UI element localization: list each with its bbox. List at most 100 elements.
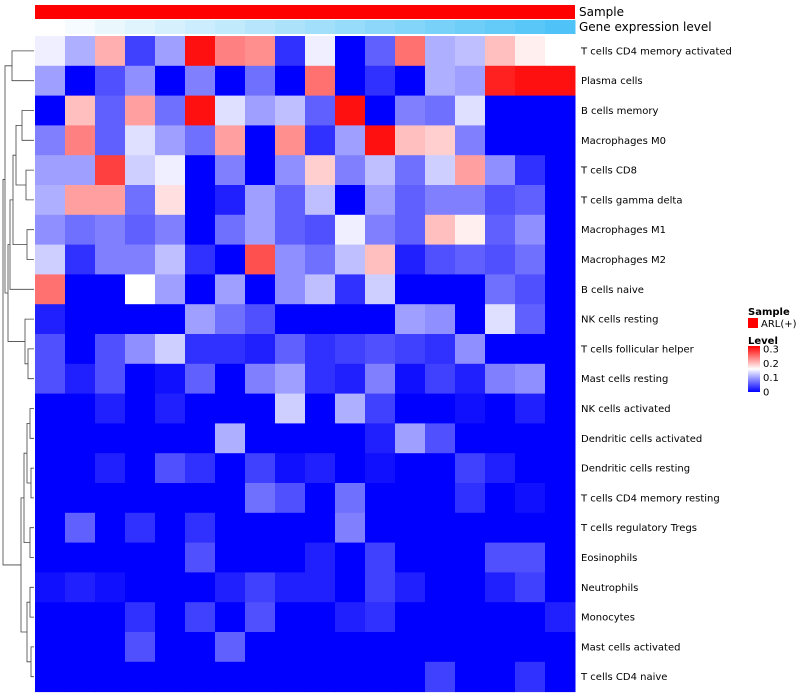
- heatmap-cell: [215, 304, 246, 335]
- heatmap-cell: [515, 393, 546, 424]
- heatmap-cell: [35, 542, 66, 573]
- heatmap-cell: [455, 542, 486, 573]
- heatmap-cell: [365, 602, 396, 633]
- heatmap-cell: [35, 393, 66, 424]
- heatmap-cell: [515, 125, 546, 156]
- heatmap-cell: [395, 512, 426, 544]
- heatmap-cell: [95, 244, 126, 275]
- heatmap-cell: [425, 363, 456, 395]
- heatmap-cell: [95, 334, 126, 365]
- heatmap-cell: [425, 512, 456, 544]
- heatmap-cell: [65, 363, 96, 395]
- heatmap-cell: [215, 423, 246, 454]
- heatmap-cell: [245, 512, 276, 544]
- heatmap-cell: [425, 393, 456, 424]
- heatmap-cell: [395, 393, 426, 424]
- heatmap-cell: [65, 572, 96, 603]
- heatmap-cell: [125, 304, 156, 335]
- heatmap-cell: [215, 393, 246, 424]
- heatmap-cell: [485, 632, 516, 663]
- heatmap-cell: [485, 214, 516, 246]
- heatmap-cell: [215, 512, 246, 544]
- heatmap-cell: [335, 36, 366, 67]
- dendrogram-branch: [24, 318, 34, 365]
- gene-expression-cell: [65, 20, 96, 34]
- dendrogram-branch: [15, 125, 26, 186]
- legend-color-scale: [748, 346, 760, 392]
- heatmap-cell: [485, 65, 516, 97]
- row-label: T cells CD8: [580, 166, 637, 177]
- heatmap-cell: [185, 334, 216, 365]
- heatmap-cell: [365, 185, 396, 216]
- heatmap-cell: [65, 155, 96, 186]
- heatmap-cell: [455, 65, 486, 97]
- heatmap-cell: [155, 65, 186, 97]
- heatmap-cell: [335, 185, 366, 216]
- heatmap-cell: [155, 393, 186, 424]
- heatmap-cell: [395, 214, 426, 246]
- heatmap-cell: [335, 572, 366, 603]
- heatmap-cell: [335, 542, 366, 573]
- heatmap-cell: [395, 334, 426, 365]
- dendrogram-branch: [11, 50, 34, 82]
- row-label: T cells CD4 memory resting: [580, 493, 720, 504]
- heatmap-cell: [275, 453, 306, 484]
- gene-expression-cell: [335, 20, 366, 34]
- heatmap-cell: [485, 304, 516, 335]
- heatmap-cell: [305, 423, 336, 454]
- heatmap-cell: [245, 453, 276, 484]
- heatmap-cell: [35, 661, 66, 693]
- heatmap-cell: [245, 632, 276, 663]
- row-label: T cells regulatory Tregs: [580, 523, 697, 534]
- heatmap-cell: [305, 363, 336, 395]
- heatmap-cell: [275, 483, 306, 514]
- heatmap-cell: [65, 125, 96, 156]
- heatmap-cell: [455, 244, 486, 275]
- heatmap-cell: [155, 512, 186, 544]
- heatmap-cell: [365, 65, 396, 97]
- heatmap-cell: [275, 423, 306, 454]
- heatmap-cell: [185, 95, 216, 126]
- heatmap-cell: [275, 632, 306, 663]
- heatmap-cell: [125, 393, 156, 424]
- heatmap-cell: [245, 155, 276, 186]
- gene-expression-cell: [155, 20, 186, 34]
- heatmap-cell: [125, 602, 156, 633]
- heatmap-cell: [545, 572, 576, 603]
- heatmap-cell: [245, 393, 276, 424]
- heatmap-cell: [365, 632, 396, 663]
- heatmap-cell: [395, 602, 426, 633]
- heatmap-cell: [545, 334, 576, 365]
- heatmap-cell: [515, 572, 546, 603]
- heatmap-cell: [215, 542, 246, 573]
- heatmap-cell: [65, 512, 96, 544]
- heatmap-cell: [65, 36, 96, 67]
- heatmap-cell: [245, 125, 276, 156]
- heatmap-cell: [95, 453, 126, 484]
- gene-expression-cell: [425, 20, 456, 34]
- heatmap-cell: [485, 512, 516, 544]
- heatmap-cell: [65, 602, 96, 633]
- heatmap-cell: [485, 125, 516, 156]
- heatmap-cell: [125, 661, 156, 693]
- heatmap-cell: [455, 214, 486, 246]
- heatmap-cell: [335, 155, 366, 186]
- heatmap-cell: [545, 36, 576, 67]
- heatmap-cell: [275, 572, 306, 603]
- dendrogram-branch: [12, 154, 27, 245]
- heatmap-cell: [65, 483, 96, 514]
- heatmap-cell: [545, 632, 576, 663]
- row-label: B cells naive: [581, 285, 644, 296]
- row-label: T cells CD4 memory activated: [580, 46, 732, 57]
- legend-level-title: Level: [748, 336, 778, 347]
- heatmap-cell: [125, 453, 156, 484]
- heatmap-cell: [425, 304, 456, 335]
- heatmap-cell: [515, 334, 546, 365]
- heatmap-cell: [35, 632, 66, 663]
- heatmap-cell: [485, 244, 516, 275]
- heatmap-cell: [275, 244, 306, 275]
- heatmap-cell: [455, 661, 486, 693]
- heatmap-cell: [65, 453, 96, 484]
- heatmap-cell: [485, 483, 516, 514]
- heatmap-cell: [125, 65, 156, 97]
